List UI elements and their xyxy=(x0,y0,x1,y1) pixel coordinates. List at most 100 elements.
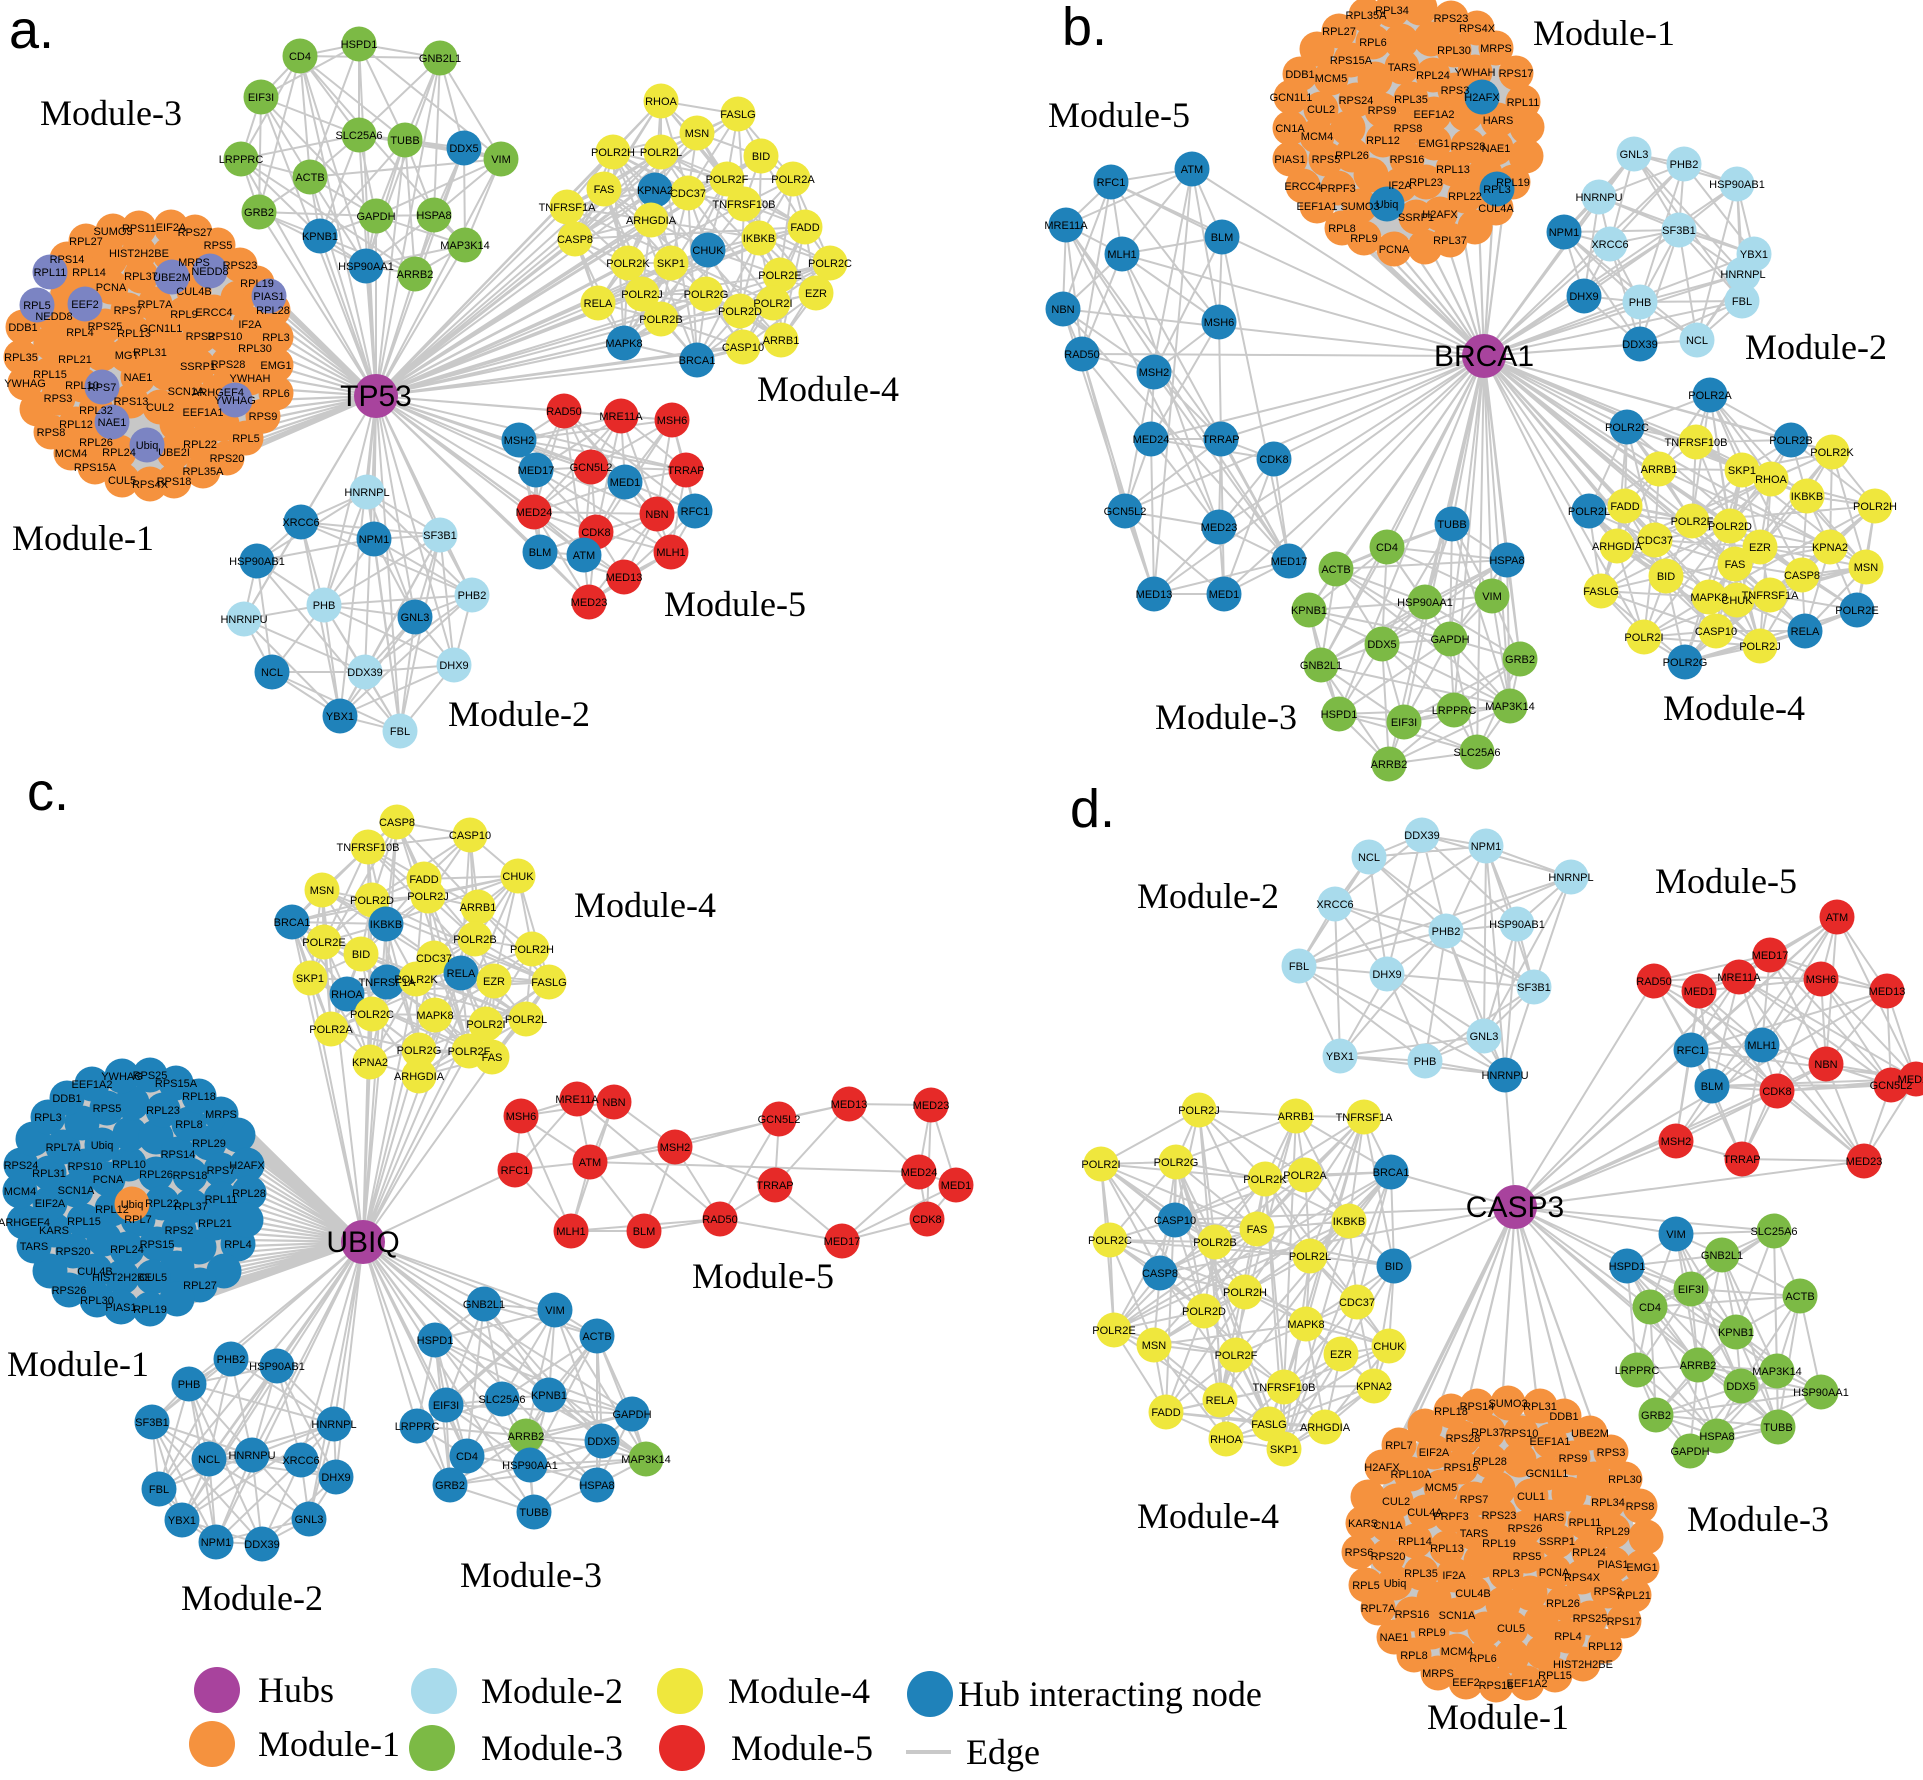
svg-text:RPS5: RPS5 xyxy=(93,1103,122,1115)
svg-text:BID: BID xyxy=(1385,1261,1403,1273)
svg-text:CD4: CD4 xyxy=(1639,1302,1661,1314)
svg-text:RPS10: RPS10 xyxy=(68,1161,103,1173)
svg-text:EEF2: EEF2 xyxy=(71,299,99,311)
svg-text:CUL4B: CUL4B xyxy=(176,286,211,298)
svg-text:POLR2J: POLR2J xyxy=(621,289,663,301)
svg-text:RPL12: RPL12 xyxy=(1588,1641,1622,1653)
svg-text:POLR2J: POLR2J xyxy=(407,891,449,903)
svg-text:POLR2H: POLR2H xyxy=(1853,501,1897,513)
svg-text:Ubiq: Ubiq xyxy=(1384,1578,1407,1590)
svg-text:YWHAH: YWHAH xyxy=(1455,67,1496,79)
svg-text:RFC1: RFC1 xyxy=(1097,177,1126,189)
svg-text:XRCC6: XRCC6 xyxy=(282,517,319,529)
svg-text:RPL29: RPL29 xyxy=(192,1138,226,1150)
svg-text:VIM: VIM xyxy=(545,1305,565,1317)
svg-text:RPL24: RPL24 xyxy=(1416,70,1450,82)
svg-text:PHB2: PHB2 xyxy=(217,1354,246,1366)
svg-text:POLR2F: POLR2F xyxy=(1215,1350,1258,1362)
svg-text:RPL7A: RPL7A xyxy=(46,1142,82,1154)
svg-text:YBX1: YBX1 xyxy=(1740,249,1768,261)
svg-text:RPL4: RPL4 xyxy=(224,1239,252,1251)
svg-text:NCL: NCL xyxy=(1686,335,1708,347)
svg-text:RPS15A: RPS15A xyxy=(155,1078,198,1090)
svg-text:RPL10: RPL10 xyxy=(112,1159,146,1171)
svg-text:a.: a. xyxy=(9,0,54,60)
svg-text:NBN: NBN xyxy=(1814,1059,1837,1071)
svg-text:KPNB1: KPNB1 xyxy=(302,231,338,243)
svg-text:MCM5: MCM5 xyxy=(1425,1482,1457,1494)
svg-text:Module-2: Module-2 xyxy=(481,1671,623,1711)
svg-text:RPS18: RPS18 xyxy=(173,1170,208,1182)
svg-text:GNB2L1: GNB2L1 xyxy=(1300,660,1342,672)
svg-text:BRCA1: BRCA1 xyxy=(1373,1167,1410,1179)
svg-text:RPL21: RPL21 xyxy=(198,1218,232,1230)
svg-text:EEF1A1: EEF1A1 xyxy=(1530,1436,1571,1448)
svg-text:RPS15: RPS15 xyxy=(1444,1462,1479,1474)
svg-text:RPL7: RPL7 xyxy=(1385,1440,1413,1452)
svg-text:ACTB: ACTB xyxy=(1321,564,1350,576)
svg-text:SLC25A6: SLC25A6 xyxy=(478,1394,525,1406)
svg-text:RPS20: RPS20 xyxy=(1371,1551,1406,1563)
svg-text:Edge: Edge xyxy=(966,1732,1040,1772)
svg-text:CUL5: CUL5 xyxy=(1497,1623,1525,1635)
svg-text:CD4: CD4 xyxy=(289,51,311,63)
svg-text:FASLG: FASLG xyxy=(1251,1419,1286,1431)
svg-text:RPS9: RPS9 xyxy=(1559,1453,1588,1465)
svg-text:CDK8: CDK8 xyxy=(1259,454,1288,466)
svg-text:RAD50: RAD50 xyxy=(1064,349,1099,361)
svg-text:TP53: TP53 xyxy=(340,380,412,413)
svg-text:RPL7A: RPL7A xyxy=(138,299,174,311)
svg-text:Module-1: Module-1 xyxy=(1427,1697,1569,1737)
svg-text:Module-2: Module-2 xyxy=(1137,876,1279,916)
svg-text:HSPA8: HSPA8 xyxy=(1489,555,1524,567)
svg-text:RPL13: RPL13 xyxy=(1430,1543,1464,1555)
svg-text:MED17: MED17 xyxy=(518,465,555,477)
svg-text:POLR2D: POLR2D xyxy=(1182,1306,1226,1318)
svg-text:DDB1: DDB1 xyxy=(8,322,37,334)
svg-text:RPL13: RPL13 xyxy=(1436,164,1470,176)
svg-text:CDK8: CDK8 xyxy=(1762,1086,1791,1098)
svg-text:RPL24: RPL24 xyxy=(110,1244,144,1256)
svg-text:RPS4X: RPS4X xyxy=(1459,23,1496,35)
svg-text:POLR2D: POLR2D xyxy=(350,895,394,907)
svg-text:POLR2H: POLR2H xyxy=(510,944,554,956)
svg-text:YBX1: YBX1 xyxy=(168,1515,196,1527)
svg-text:RHOA: RHOA xyxy=(1755,474,1787,486)
svg-text:Module-5: Module-5 xyxy=(1048,95,1190,135)
svg-text:RPS23: RPS23 xyxy=(1482,1510,1517,1522)
svg-text:POLR2G: POLR2G xyxy=(684,289,729,301)
svg-text:EMG1: EMG1 xyxy=(1418,138,1449,150)
svg-text:EIF3I: EIF3I xyxy=(1391,717,1417,729)
svg-text:RPL4: RPL4 xyxy=(1554,1631,1582,1643)
svg-text:MCM4: MCM4 xyxy=(1301,131,1333,143)
svg-text:PHB2: PHB2 xyxy=(458,590,487,602)
svg-text:POLR2E: POLR2E xyxy=(302,937,345,949)
svg-text:CUL5: CUL5 xyxy=(108,475,136,487)
svg-text:DDX39: DDX39 xyxy=(347,667,382,679)
svg-text:PHB: PHB xyxy=(1629,297,1652,309)
svg-text:Module-3: Module-3 xyxy=(460,1555,602,1595)
svg-text:CN1A: CN1A xyxy=(1275,123,1305,135)
svg-text:RPL12: RPL12 xyxy=(1366,135,1400,147)
svg-text:POLR2E: POLR2E xyxy=(758,270,801,282)
svg-text:Module-4: Module-4 xyxy=(1663,688,1805,728)
svg-text:HARS: HARS xyxy=(1483,115,1514,127)
svg-text:RPL6: RPL6 xyxy=(1359,37,1387,49)
svg-text:RPS20: RPS20 xyxy=(56,1246,91,1258)
svg-text:RPL9: RPL9 xyxy=(170,309,198,321)
svg-text:RAD50: RAD50 xyxy=(702,1214,737,1226)
svg-text:ATM: ATM xyxy=(579,1157,601,1169)
svg-text:XRCC6: XRCC6 xyxy=(1591,239,1628,251)
svg-text:Module-5: Module-5 xyxy=(1655,861,1797,901)
svg-text:KPNB1: KPNB1 xyxy=(1718,1327,1754,1339)
svg-text:DDX39: DDX39 xyxy=(1404,830,1439,842)
svg-text:RPL7A: RPL7A xyxy=(1361,1603,1397,1615)
svg-text:MAPK8: MAPK8 xyxy=(416,1010,453,1022)
svg-text:DDX39: DDX39 xyxy=(244,1539,279,1551)
svg-text:POLR2I: POLR2I xyxy=(466,1019,505,1031)
svg-text:NAE1: NAE1 xyxy=(1380,1632,1409,1644)
svg-text:RPS11: RPS11 xyxy=(122,223,156,235)
svg-text:KPNA2: KPNA2 xyxy=(637,185,673,197)
svg-text:CUL2: CUL2 xyxy=(1307,104,1335,116)
svg-text:TARS: TARS xyxy=(1460,1528,1489,1540)
